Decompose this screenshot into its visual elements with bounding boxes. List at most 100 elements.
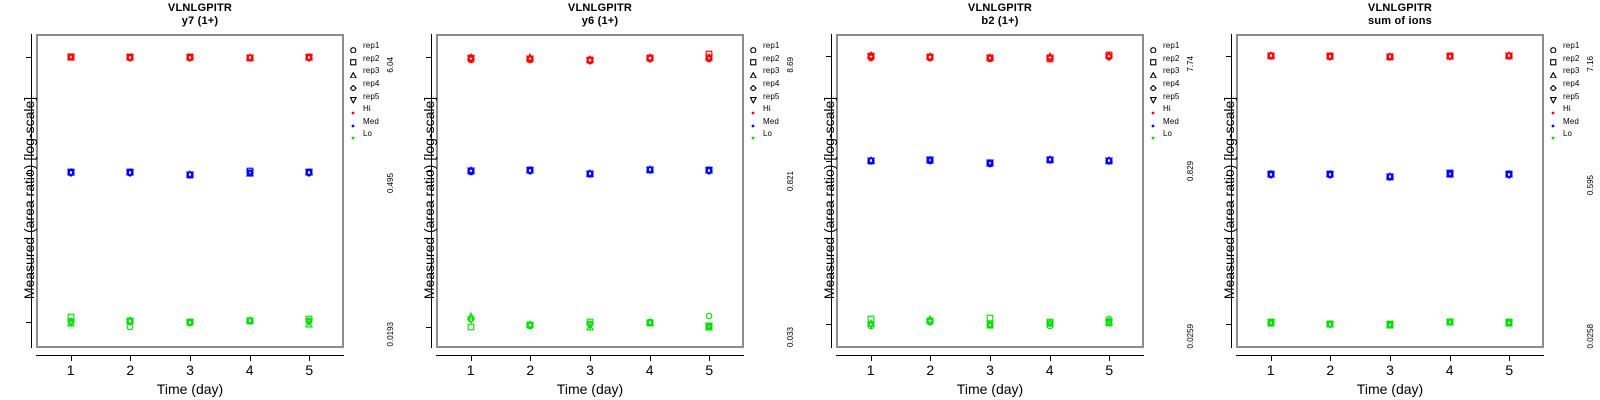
x-axis-tick [1109,355,1111,361]
data-point-marker [585,57,595,65]
legend-item: rep5 [749,90,802,105]
x-axis-title: Time (day) [156,381,224,397]
x-axis-tick-label: 3 [1386,362,1394,378]
x-axis-tick-label: 3 [986,362,994,378]
diamond-icon [349,78,363,92]
legend-item: rep4 [749,78,802,92]
data-point-marker [1105,53,1114,62]
chart-panel: VLNLGPITR y7 (1+) 6.04 0.495 0.0193 Measured … [0,0,400,400]
y-axis-tick [1226,174,1232,176]
square-icon [1550,53,1563,66]
y-axis-tick-label-text: 0.0258 [1586,324,1595,349]
legend-item-label: Med [763,116,779,126]
legend-item: rep5 [1549,90,1600,105]
data-point-marker [645,319,654,327]
x-axis-tick [1390,355,1391,361]
data-point-marker [66,319,75,327]
data-point-marker [185,171,195,180]
x-axis-title: Time (day) [956,381,1024,397]
legend-item-label: rep3 [763,66,780,76]
legend-item-label: Hi [363,104,371,114]
legend-item-label: rep3 [1563,66,1580,76]
legend-item-label: rep1 [763,41,780,51]
x-axis-tick-label: 4 [645,362,654,378]
legend-item: Hi [750,103,802,116]
x-axis-tick-label: 1 [1266,362,1275,378]
data-point-marker [585,170,595,179]
y-axis-title: Measured (area ratio) [log-scale] [21,96,37,300]
x-axis-tick-label: 2 [1326,362,1335,378]
y-axis-tick-label-text: 0.821 [786,171,795,192]
legend-item: rep1 [1150,40,1202,54]
y-axis-tick [426,57,432,59]
data-point-marker [1045,54,1054,62]
x-axis-title: Time (day) [556,381,624,397]
y-axis-tick-label-text: 0.495 [386,172,395,193]
diamond-icon [749,78,763,92]
legend-item-label: rep2 [763,53,780,63]
legend-item-label: rep1 [363,41,380,51]
legend-item: rep2 [1550,53,1600,66]
triangle-up-icon [1549,65,1563,79]
y-axis-tick [1226,324,1232,326]
data-point-marker [585,322,595,330]
legend-item: rep2 [1150,53,1202,66]
data-point-marker [926,157,935,165]
x-axis-tick [70,355,72,361]
legend-item: rep3 [749,65,802,79]
data-point-marker [1445,318,1454,327]
x-axis-tick [309,355,311,361]
legend-item-label: rep5 [1163,91,1180,101]
data-point-marker [526,322,535,330]
y-axis-tick [1226,55,1232,57]
circle-icon [750,40,763,54]
x-axis-tick [530,355,532,361]
x-axis-tick [870,355,872,361]
panel-title: VLNLGPITR [967,2,1033,14]
x-axis-tick [1049,355,1051,361]
data-point-marker [645,166,654,174]
data-point-marker [1266,171,1275,179]
legend-item-label: rep4 [763,79,780,89]
triangle-down-icon [1149,91,1163,105]
circle-icon [1150,40,1163,54]
data-point-marker [185,54,195,62]
data-point-marker [1266,52,1275,61]
y-axis-title: Measured (area ratio) [log-scale] [421,96,437,300]
data-point-marker [1505,171,1514,180]
data-point-marker [185,319,195,328]
dot-icon [1150,116,1163,128]
data-point-marker [705,322,714,331]
data-point-marker [466,316,475,324]
data-point-marker [126,169,135,177]
legend-item: Hi [1150,103,1202,116]
data-point-marker [1445,170,1454,179]
dot-icon [1550,116,1563,128]
dot-icon [350,116,363,128]
legend-item-label: rep1 [1563,41,1580,51]
panel-title-block: VLNLGPITR y6 (1+) [400,2,800,28]
legend-item-label: rep4 [1163,79,1180,89]
x-axis-tick-label: 1 [466,362,475,378]
legend-item: rep2 [350,53,402,66]
data-point-marker [466,55,475,64]
data-point-marker [1385,53,1395,62]
data-point-marker [66,53,75,62]
data-point-marker [1045,156,1054,164]
legend-item-label: Lo [363,129,373,139]
data-point-marker [126,318,135,326]
data-point-marker [1045,318,1054,327]
data-point-marker [467,323,475,331]
y-axis-line [31,34,32,348]
data-point-marker [466,167,475,176]
triangle-up-icon [349,65,363,79]
legend-item-label: Lo [1563,129,1573,139]
x-axis-tick-label: 4 [1445,362,1454,378]
legend-item: rep5 [1149,90,1202,105]
legend-item: rep1 [350,40,402,54]
x-axis-tick-label: 3 [186,362,194,378]
data-point-marker [1105,157,1114,166]
legend-item-label: Lo [1163,129,1173,139]
dot-icon [1550,103,1563,115]
legend-item-label: rep2 [1563,53,1580,63]
